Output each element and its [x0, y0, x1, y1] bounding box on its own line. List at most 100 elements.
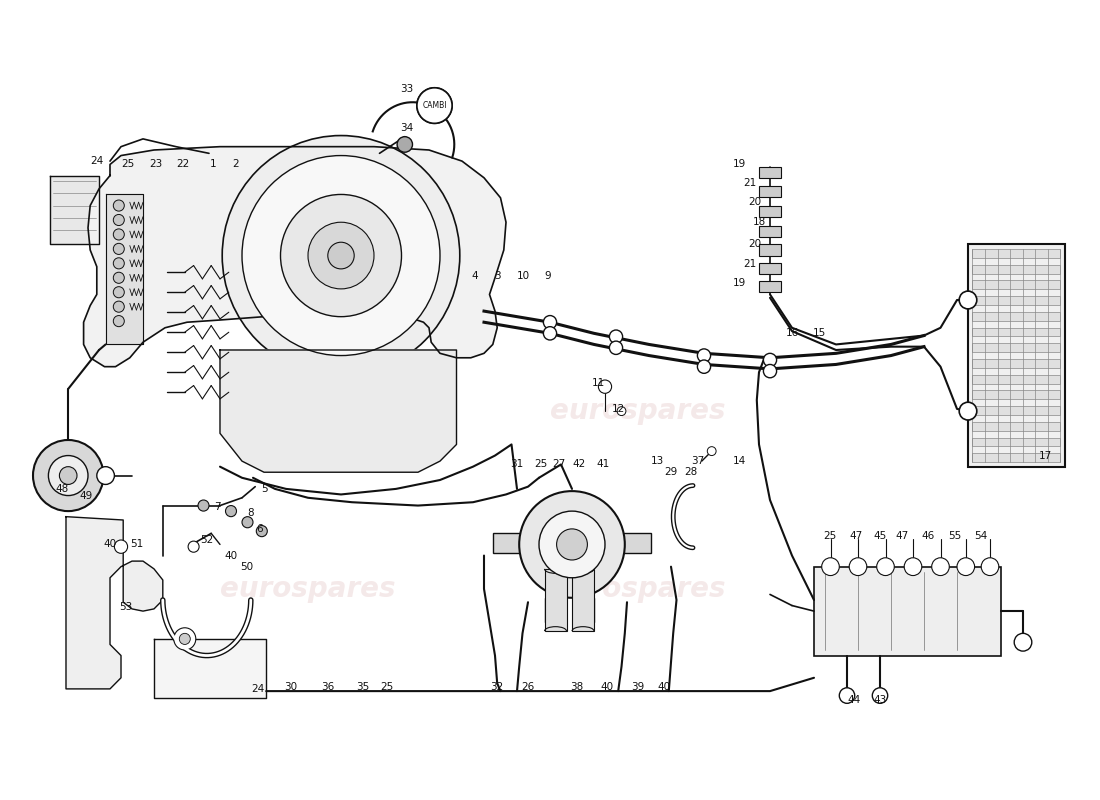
Circle shape: [113, 258, 124, 269]
Bar: [493, 534, 651, 554]
Bar: [972, 374, 1060, 383]
Circle shape: [242, 517, 253, 528]
Circle shape: [397, 137, 412, 152]
Text: 6: 6: [256, 524, 263, 534]
Text: 40: 40: [224, 550, 238, 561]
Circle shape: [697, 349, 711, 362]
Circle shape: [872, 688, 888, 703]
Circle shape: [697, 360, 711, 374]
Circle shape: [113, 272, 124, 283]
Text: 25: 25: [823, 530, 836, 541]
Text: 15: 15: [813, 328, 826, 338]
Circle shape: [198, 500, 209, 511]
Circle shape: [609, 341, 623, 354]
Circle shape: [1014, 634, 1032, 651]
Circle shape: [849, 558, 867, 575]
Circle shape: [113, 200, 124, 211]
Polygon shape: [106, 194, 143, 345]
Bar: [759, 186, 781, 197]
Circle shape: [822, 558, 839, 575]
Circle shape: [113, 301, 124, 312]
Circle shape: [707, 446, 716, 455]
Circle shape: [226, 506, 236, 517]
Text: 52: 52: [200, 535, 213, 545]
Text: 36: 36: [321, 682, 334, 692]
Text: 1: 1: [210, 159, 217, 170]
Bar: [814, 566, 1001, 655]
Text: 24: 24: [251, 684, 264, 694]
Text: 28: 28: [684, 467, 697, 478]
Circle shape: [981, 558, 999, 575]
Bar: [972, 343, 1060, 352]
Text: 48: 48: [55, 484, 68, 494]
Text: 40: 40: [601, 682, 614, 692]
Text: 50: 50: [240, 562, 253, 572]
Bar: [759, 245, 781, 255]
Bar: [759, 206, 781, 217]
Text: 32: 32: [491, 682, 504, 692]
Text: 13: 13: [651, 456, 664, 466]
Text: 9: 9: [544, 270, 551, 281]
Circle shape: [280, 194, 402, 317]
Text: 47: 47: [895, 530, 909, 541]
Text: eurospares: eurospares: [550, 575, 726, 603]
Text: 34: 34: [400, 122, 414, 133]
Text: 18: 18: [752, 218, 766, 227]
Text: 20: 20: [748, 198, 761, 207]
Bar: [544, 569, 566, 631]
Circle shape: [33, 440, 103, 511]
Circle shape: [256, 526, 267, 537]
Text: 45: 45: [873, 530, 887, 541]
Bar: [972, 406, 1060, 415]
Text: 22: 22: [176, 159, 189, 170]
Bar: [972, 438, 1060, 446]
Text: 7: 7: [214, 502, 221, 512]
Circle shape: [59, 466, 77, 485]
Bar: [972, 312, 1060, 321]
Text: 17: 17: [1038, 450, 1052, 461]
Bar: [972, 422, 1060, 430]
Text: 20: 20: [748, 239, 761, 250]
Text: 49: 49: [79, 490, 92, 501]
Circle shape: [904, 558, 922, 575]
Circle shape: [308, 222, 374, 289]
Text: CAMBI: CAMBI: [422, 101, 447, 110]
Circle shape: [763, 354, 777, 366]
Bar: [968, 245, 1065, 466]
Circle shape: [222, 135, 460, 375]
Text: 23: 23: [150, 159, 163, 170]
Text: 31: 31: [510, 459, 524, 470]
Polygon shape: [154, 639, 266, 698]
Bar: [972, 359, 1060, 368]
Circle shape: [97, 466, 114, 485]
Text: 35: 35: [356, 682, 370, 692]
Circle shape: [328, 242, 354, 269]
Circle shape: [519, 491, 625, 598]
Text: 16: 16: [785, 328, 799, 338]
Text: 25: 25: [381, 682, 394, 692]
Circle shape: [877, 558, 894, 575]
Bar: [972, 280, 1060, 290]
Bar: [759, 281, 781, 292]
Text: 26: 26: [521, 682, 535, 692]
Text: 12: 12: [612, 404, 625, 414]
Text: 2: 2: [232, 159, 239, 170]
Text: 21: 21: [744, 259, 757, 270]
Bar: [759, 226, 781, 237]
Circle shape: [609, 330, 623, 343]
Bar: [572, 569, 594, 631]
Polygon shape: [220, 350, 456, 472]
Text: 33: 33: [400, 84, 414, 94]
Text: 46: 46: [922, 530, 935, 541]
Text: 37: 37: [691, 456, 704, 466]
Text: 19: 19: [733, 159, 746, 170]
Circle shape: [839, 688, 855, 703]
Text: 19: 19: [733, 278, 746, 288]
Polygon shape: [84, 146, 506, 366]
Text: 10: 10: [517, 270, 530, 281]
Text: 54: 54: [975, 530, 988, 541]
Bar: [972, 265, 1060, 274]
Bar: [972, 249, 1060, 258]
Circle shape: [557, 529, 587, 560]
Text: 4: 4: [472, 270, 478, 281]
